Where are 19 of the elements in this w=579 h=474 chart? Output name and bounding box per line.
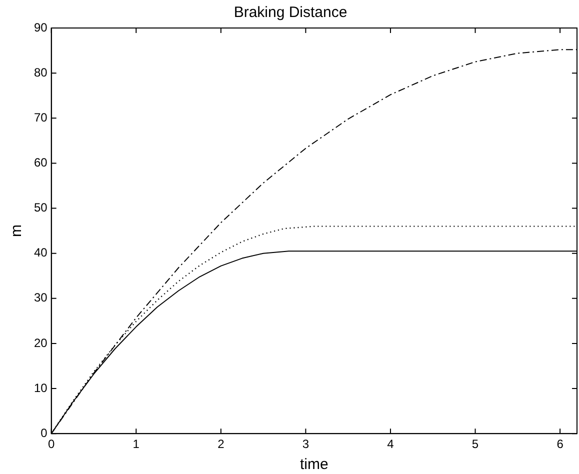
y-tick-label: 10 [34, 380, 48, 395]
y-tick-label: 60 [34, 156, 48, 170]
y-tick-label: 50 [34, 200, 48, 215]
x-axis-title: time [300, 456, 328, 474]
x-tick-label: 2 [218, 437, 225, 452]
y-tick-label: 0 [40, 426, 48, 440]
y-tick-label: 20 [34, 336, 48, 350]
x-tick-label: 4 [387, 437, 394, 452]
y-tick-label: 40 [34, 246, 48, 260]
y-axis-title: m [8, 224, 26, 238]
chart-title: Braking Distance [234, 4, 348, 22]
x-tick-label: 1 [132, 437, 140, 452]
y-tick-label: 30 [34, 290, 48, 305]
y-tick-label: 70 [34, 110, 48, 124]
x-tick-label: 5 [472, 437, 479, 452]
x-tick-label: 6 [556, 437, 564, 452]
x-tick-label: 3 [302, 437, 310, 452]
y-tick-label: 90 [34, 20, 48, 34]
y-tick-label: 80 [34, 65, 48, 80]
